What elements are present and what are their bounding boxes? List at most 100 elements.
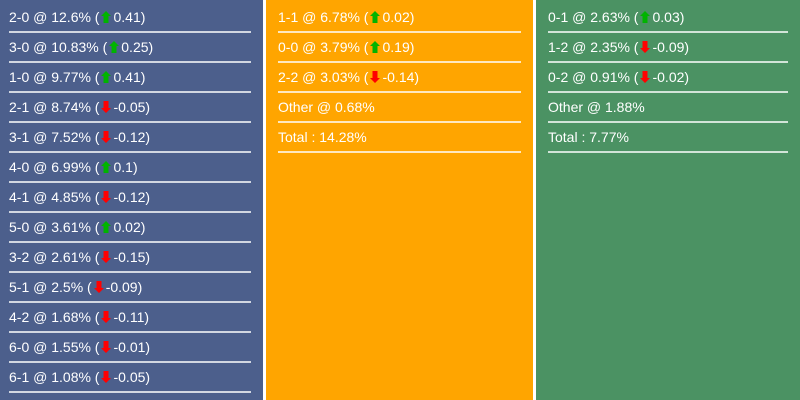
score-row: 2-1 @ 8.74% ( -0.05) bbox=[9, 93, 251, 123]
change-value: -0.14 bbox=[382, 69, 415, 85]
score-row: 5-1 @ 2.5% ( -0.09) bbox=[9, 273, 251, 303]
score-label: 1-2 @ 2.35% ( bbox=[548, 39, 639, 55]
score-label: 0-0 @ 3.79% ( bbox=[278, 39, 369, 55]
score-label: 0-2 @ 0.91% ( bbox=[548, 69, 639, 85]
close-paren: ) bbox=[414, 69, 420, 85]
score-row: Other @ 0.68% bbox=[278, 93, 521, 123]
change-value: 0.02 bbox=[382, 9, 410, 25]
score-label: 6-1 @ 1.08% ( bbox=[9, 369, 100, 385]
score-row: 4-2 @ 1.68% ( -0.11) bbox=[9, 303, 251, 333]
change-value: -0.05 bbox=[113, 369, 146, 385]
arrow-down-icon bbox=[101, 101, 112, 113]
close-paren: ) bbox=[409, 39, 415, 55]
score-row: Total : 7.77% bbox=[548, 123, 788, 153]
score-row: Other @ 1.88% bbox=[548, 93, 788, 123]
score-row: 3-0 @ 10.83% (0.25) bbox=[9, 33, 251, 63]
score-row: 4-0 @ 6.99% ( 0.1) bbox=[9, 153, 251, 183]
change-value: 0.03 bbox=[652, 9, 680, 25]
arrow-up-icon bbox=[640, 11, 651, 23]
score-label: 0-1 @ 2.63% ( bbox=[548, 9, 639, 25]
arrow-down-icon bbox=[640, 71, 651, 83]
arrow-down-icon bbox=[101, 371, 112, 383]
score-row: 3-2 @ 2.61% ( -0.15) bbox=[9, 243, 251, 273]
change-value: -0.05 bbox=[113, 99, 146, 115]
away-win-column: 0-1 @ 2.63% (0.03) 1-2 @ 2.35% (-0.09) 0-2… bbox=[536, 0, 800, 400]
score-label: 4-2 @ 1.68% ( bbox=[9, 309, 100, 325]
score-label: Total : 7.77% bbox=[548, 129, 629, 145]
score-row: 6-0 @ 1.55% ( -0.01) bbox=[9, 333, 251, 363]
arrow-down-icon bbox=[370, 71, 381, 83]
score-row: 0-2 @ 0.91% ( -0.02) bbox=[548, 63, 788, 93]
close-paren: ) bbox=[684, 69, 690, 85]
draw-column: 1-1 @ 6.78% (0.02) 0-0 @ 3.79% (0.19) 2-2 … bbox=[266, 0, 533, 400]
close-paren: ) bbox=[145, 339, 151, 355]
score-row: 0-1 @ 2.63% ( 0.03) bbox=[548, 3, 788, 33]
score-label: Other @ 0.68% bbox=[278, 99, 375, 115]
score-row: 3-1 @ 7.52% ( -0.12) bbox=[9, 123, 251, 153]
arrow-down-icon bbox=[93, 281, 104, 293]
score-row: 1-2 @ 2.35% ( -0.09) bbox=[548, 33, 788, 63]
arrow-up-icon bbox=[101, 161, 112, 173]
score-row: 0-0 @ 3.79% (0.19) bbox=[278, 33, 521, 63]
score-label: 4-0 @ 6.99% ( bbox=[9, 159, 100, 175]
close-paren: ) bbox=[145, 369, 151, 385]
close-paren: ) bbox=[137, 279, 143, 295]
score-row: 5-0 @ 3.61% ( 0.02) bbox=[9, 213, 251, 243]
close-paren: ) bbox=[409, 9, 415, 25]
score-label: 2-1 @ 8.74% ( bbox=[9, 99, 100, 115]
change-value: 0.25 bbox=[121, 39, 149, 55]
change-value: 0.41 bbox=[113, 9, 141, 25]
score-row: 1-1 @ 6.78% ( 0.02) bbox=[278, 3, 521, 33]
arrow-down-icon bbox=[101, 131, 112, 143]
arrow-up-icon bbox=[101, 221, 112, 233]
arrow-down-icon bbox=[101, 341, 112, 353]
change-value: -0.09 bbox=[652, 39, 685, 55]
arrow-up-icon bbox=[109, 41, 120, 53]
score-label: 3-1 @ 7.52% ( bbox=[9, 129, 100, 145]
close-paren: ) bbox=[145, 189, 151, 205]
score-label: 3-2 @ 2.61% ( bbox=[9, 249, 100, 265]
score-row: 2-0 @ 12.6% (0.41) bbox=[9, 3, 251, 33]
close-paren: ) bbox=[145, 129, 151, 145]
change-value: 0.02 bbox=[113, 219, 141, 235]
arrow-down-icon bbox=[101, 191, 112, 203]
score-row: 6-1 @ 1.08% ( -0.05) bbox=[9, 363, 251, 393]
change-value: 0.1 bbox=[113, 159, 133, 175]
change-value: -0.12 bbox=[113, 189, 146, 205]
change-value: -0.01 bbox=[113, 339, 146, 355]
close-paren: ) bbox=[145, 99, 151, 115]
close-paren: ) bbox=[140, 219, 146, 235]
change-value: -0.12 bbox=[113, 129, 146, 145]
arrow-up-icon bbox=[370, 41, 381, 53]
close-paren: ) bbox=[145, 249, 151, 265]
score-row: 2-2 @ 3.03% ( -0.14) bbox=[278, 63, 521, 93]
close-paren: ) bbox=[140, 9, 146, 25]
close-paren: ) bbox=[679, 9, 685, 25]
close-paren: ) bbox=[140, 69, 146, 85]
change-value: 0.41 bbox=[113, 69, 141, 85]
close-paren: ) bbox=[148, 39, 154, 55]
score-label: 1-1 @ 6.78% ( bbox=[278, 9, 369, 25]
score-label: 5-0 @ 3.61% ( bbox=[9, 219, 100, 235]
close-paren: ) bbox=[132, 159, 138, 175]
arrow-up-icon bbox=[101, 11, 112, 23]
change-value: -0.15 bbox=[113, 249, 146, 265]
score-label: 5-1 @ 2.5% ( bbox=[9, 279, 92, 295]
arrow-down-icon bbox=[101, 311, 112, 323]
change-value: -0.02 bbox=[652, 69, 685, 85]
close-paren: ) bbox=[684, 39, 690, 55]
score-row: 1-0 @ 9.77% ( 0.41) bbox=[9, 63, 251, 93]
score-label: Total : 14.28% bbox=[278, 129, 367, 145]
arrow-down-icon bbox=[101, 251, 112, 263]
arrow-down-icon bbox=[640, 41, 651, 53]
score-label: 6-0 @ 1.55% ( bbox=[9, 339, 100, 355]
close-paren: ) bbox=[144, 309, 150, 325]
change-value: -0.11 bbox=[113, 309, 145, 325]
change-value: -0.09 bbox=[105, 279, 138, 295]
score-label: 2-2 @ 3.03% ( bbox=[278, 69, 369, 85]
score-label: 1-0 @ 9.77% ( bbox=[9, 69, 100, 85]
arrow-up-icon bbox=[101, 71, 112, 83]
score-label: 4-1 @ 4.85% ( bbox=[9, 189, 100, 205]
score-label: Other @ 1.88% bbox=[548, 99, 645, 115]
home-win-column: 2-0 @ 12.6% (0.41) 3-0 @ 10.83% (0.25) 1-0… bbox=[0, 0, 263, 400]
